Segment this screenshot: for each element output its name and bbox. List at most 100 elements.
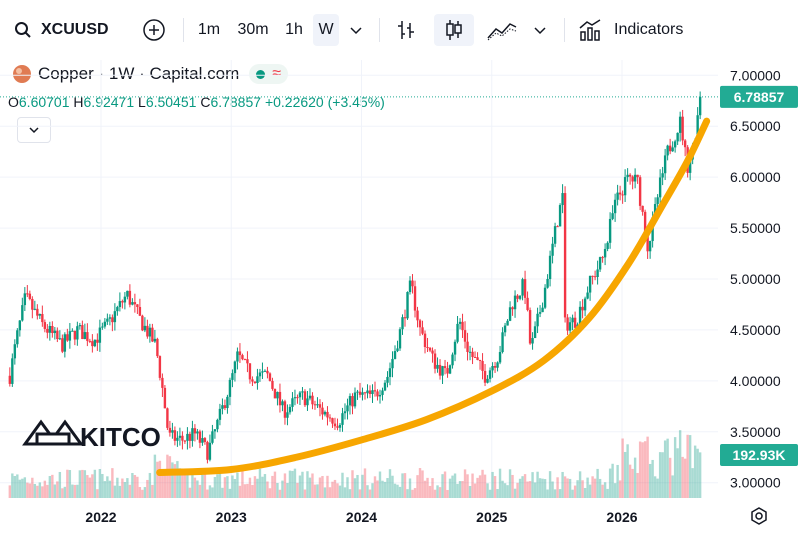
- candle-body: [311, 395, 314, 405]
- volume-bar: [176, 461, 179, 498]
- volume-bar: [73, 484, 77, 498]
- volume-bar: [298, 475, 302, 498]
- candle-body: [473, 356, 477, 358]
- volume-bar: [218, 472, 222, 498]
- candle-body: [23, 293, 27, 306]
- volume-bar: [588, 484, 592, 498]
- candle-body: [221, 405, 224, 409]
- interval-30m[interactable]: 30m: [237, 21, 269, 38]
- candle-body: [291, 398, 294, 407]
- candle-body: [561, 193, 564, 206]
- legend-collapse-button[interactable]: [17, 117, 51, 143]
- candle-body: [363, 392, 367, 394]
- volume-bars: [8, 430, 702, 498]
- candle-body: [646, 236, 649, 252]
- volume-bar: [618, 480, 622, 498]
- candle-body: [501, 332, 504, 353]
- candle-body: [176, 437, 179, 441]
- candle-body: [443, 366, 447, 369]
- candle-body: [91, 341, 94, 347]
- candle-body: [301, 391, 304, 393]
- x-tick-label: 2022: [85, 509, 116, 525]
- candle-body: [341, 413, 344, 425]
- candle-body: [543, 287, 547, 308]
- volume-bar: [548, 471, 552, 498]
- volume-bar: [261, 476, 264, 498]
- area-style-button[interactable]: [482, 14, 522, 46]
- candle-body: [471, 351, 474, 357]
- candle-body: [571, 317, 574, 323]
- volume-bar: [663, 440, 667, 498]
- y-tick-label: 4.50000: [730, 322, 781, 338]
- interval-1h[interactable]: 1h: [285, 21, 303, 38]
- volume-bar: [233, 478, 237, 498]
- time-axis: 2022 2023 2024 2025 2026: [85, 509, 637, 525]
- volume-bar: [278, 489, 282, 498]
- candle-body: [696, 115, 699, 143]
- low-key: L: [138, 94, 146, 110]
- bars-style-button[interactable]: [390, 14, 422, 46]
- low-value: 6.50451: [145, 94, 197, 110]
- volume-bar: [411, 489, 414, 498]
- toolbar-divider: [564, 18, 565, 42]
- volume-bar: [478, 475, 482, 498]
- volume-bar: [318, 477, 322, 498]
- candle-body: [83, 332, 87, 340]
- candle-body: [71, 330, 74, 332]
- candle-body: [671, 147, 674, 152]
- candle-body: [46, 328, 49, 333]
- candle-body: [156, 338, 159, 357]
- volume-bar: [598, 478, 602, 498]
- volume-bar: [451, 475, 454, 498]
- candle-body: [36, 308, 39, 316]
- interval-1m[interactable]: 1m: [197, 21, 221, 38]
- volume-bar: [538, 478, 542, 498]
- candle-body: [126, 290, 129, 297]
- volume-bar: [123, 482, 127, 498]
- candles-style-button[interactable]: [434, 14, 474, 46]
- volume-bar: [106, 476, 109, 498]
- volume-bar: [226, 476, 229, 498]
- volume-bar: [18, 479, 22, 498]
- interval-dropdown-button[interactable]: [344, 14, 368, 46]
- volume-bar: [16, 474, 19, 498]
- indicators-button[interactable]: Indicators: [578, 14, 698, 46]
- volume-bar: [648, 463, 652, 498]
- candle-body: [98, 327, 102, 343]
- candle-body: [281, 401, 284, 406]
- candle-body: [588, 275, 592, 293]
- volume-bar: [391, 475, 394, 498]
- volume-bar: [563, 476, 567, 498]
- ohlc-values: O6.60701 H6.92471 L6.50451 C6.78857 +0.2…: [8, 94, 385, 110]
- candle-body: [116, 307, 119, 312]
- market-open-dot-icon: [256, 69, 266, 79]
- candle-body: [336, 426, 339, 428]
- volume-bar: [181, 468, 184, 498]
- interval-w[interactable]: W: [313, 14, 339, 46]
- compare-add-button[interactable]: [138, 14, 170, 46]
- volume-bar: [533, 482, 537, 498]
- candle-body: [651, 217, 654, 242]
- volume-bar: [423, 480, 427, 498]
- candle-body: [38, 314, 42, 316]
- candle-body: [513, 295, 517, 310]
- volume-bar: [243, 484, 247, 498]
- chart-settings-button[interactable]: [749, 506, 769, 531]
- volume-bar: [58, 471, 62, 498]
- market-status-badge[interactable]: ≈: [249, 64, 289, 84]
- candle-body: [263, 370, 267, 372]
- chart-type-dropdown-button[interactable]: [528, 14, 552, 46]
- volume-bar: [503, 483, 507, 498]
- volume-bar: [46, 484, 49, 498]
- candle-body: [601, 257, 604, 259]
- volume-bar: [428, 485, 432, 498]
- volume-bar: [643, 441, 647, 498]
- candle-body: [78, 325, 82, 327]
- volume-bar: [336, 483, 339, 498]
- volume-bar: [171, 462, 174, 498]
- volume-bar: [196, 480, 199, 498]
- candle-body: [68, 331, 72, 341]
- volume-bar: [48, 476, 52, 498]
- candle-body: [481, 360, 484, 371]
- symbol-search-button[interactable]: XCUUSD: [14, 14, 126, 46]
